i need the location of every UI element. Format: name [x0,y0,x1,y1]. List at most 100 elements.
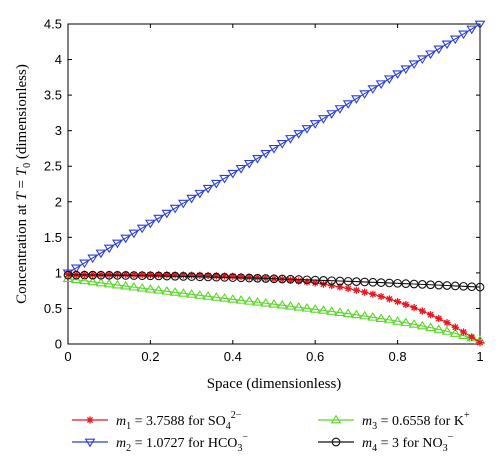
star-stroke [460,328,467,336]
data-point [367,312,379,321]
data-point [79,275,90,285]
data-point [177,288,189,297]
data-point [318,115,329,124]
data-point [87,276,99,286]
star-stroke [402,301,409,308]
data-point [468,333,476,341]
star-stroke [73,271,80,278]
legend-marker [331,437,341,447]
legend-marker [84,438,96,448]
x-tick-label: 0.4 [224,349,242,364]
data-point [392,316,403,325]
data-point [383,314,395,324]
star-stroke [89,271,96,278]
star-stroke [97,271,105,278]
legend-label: m4 = 3 for NO3− [362,432,454,454]
data-point [334,307,346,316]
data-point [80,270,89,278]
data-point [433,45,445,55]
data-point [220,273,229,282]
y-axis-title-eq: = [14,176,30,192]
data-point [136,224,148,234]
data-point [286,274,295,284]
data-point [285,301,296,310]
data-point [268,145,280,154]
data-point [451,323,459,331]
data-point [434,280,444,290]
legend-chem-sub: 4 [226,421,231,432]
data-point [319,276,328,285]
legend-var-sub: 1 [126,421,131,432]
data-point [459,281,468,291]
data-point [228,273,238,282]
data-point [326,306,338,315]
star-stroke [130,271,137,278]
data-point [441,40,453,50]
data-point [95,249,107,259]
data-point [261,274,271,283]
data-point [253,273,262,283]
data-point [210,179,222,189]
data-point [121,271,131,280]
data-point [104,270,114,280]
star-stroke [86,416,94,424]
data-point [352,277,361,286]
legend-chem-sup: + [464,410,470,421]
y-tick-label: 4.5 [44,17,62,32]
data-point [377,292,385,301]
data-point [169,204,181,214]
data-point [268,299,280,308]
data-point [400,65,412,75]
data-point [369,290,377,298]
data-point [153,214,165,224]
star-stroke [147,271,154,278]
y-tick-label: 0.5 [44,301,62,316]
data-point [352,286,360,294]
star-stroke [81,271,88,278]
legend-item-1: m1 = 3.7588 for SO42− [72,410,242,432]
x-tick-label: 0.2 [141,349,159,364]
data-point [210,292,222,301]
data-point [375,313,387,322]
legend-text: = 3 for NO [377,436,442,451]
y-tick-label: 1 [55,265,62,280]
x-tick-label: 1 [476,349,483,364]
data-point [474,20,486,30]
series-line [67,274,481,288]
data-point [401,279,411,288]
data-point [475,282,485,292]
legend-var: m [116,414,126,429]
data-point [402,300,410,309]
data-point [326,110,338,119]
data-point [203,272,213,282]
data-point [302,275,312,285]
data-point [417,280,427,289]
star-stroke [114,271,121,278]
star-stroke [237,273,245,280]
data-point [169,287,181,296]
y-axis-title-suffix: (dimensionless) [14,64,30,163]
star-stroke [427,311,434,318]
y-axis-title: Concentration at T = T0 (dimensionless) [14,64,33,304]
star-stroke [411,304,418,311]
data-point [252,154,263,164]
data-point [309,120,321,129]
data-point [227,169,239,179]
data-point [376,278,386,287]
data-point [243,159,255,169]
data-point [219,174,230,184]
data-point [309,304,321,313]
data-point [276,300,288,309]
series-2 [62,20,486,279]
data-point [433,324,445,333]
data-point [359,90,371,99]
x-tick-label: 0.6 [306,349,324,364]
y-tick-label: 2.5 [44,159,62,174]
data-point [343,276,353,286]
data-point [466,25,478,35]
data-point [103,278,115,288]
data-point [418,307,426,315]
data-point [202,184,214,194]
data-point [112,239,123,249]
data-point [194,189,206,199]
